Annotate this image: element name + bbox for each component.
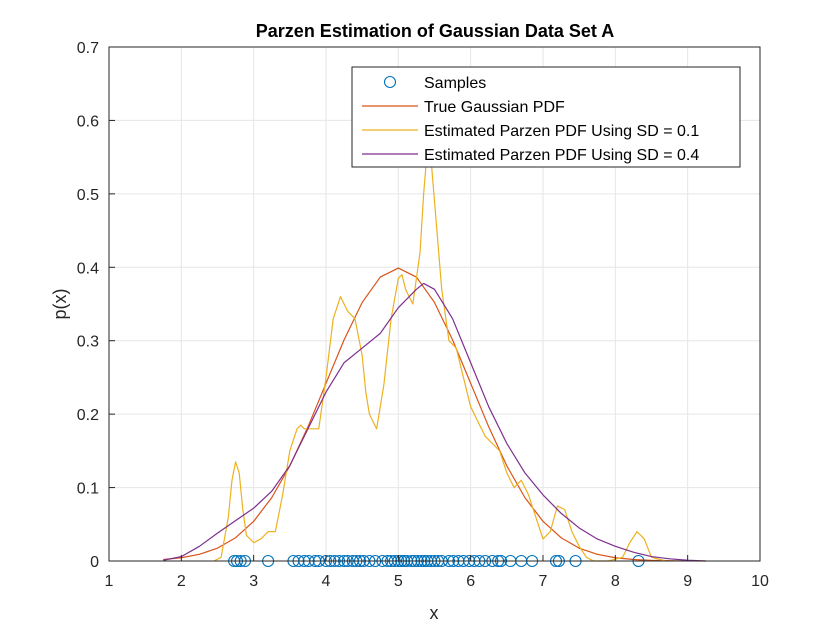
x-tick-label: 3 — [249, 573, 258, 590]
x-tick-label: 9 — [683, 573, 692, 590]
legend-entry-parzen-01: Estimated Parzen PDF Using SD = 0.1 — [362, 123, 699, 140]
x-tick-label: 2 — [177, 573, 186, 590]
y-tick-label: 0.3 — [77, 334, 99, 351]
legend-box — [351, 66, 741, 168]
y-tick-label: 0 — [90, 554, 99, 571]
legend-marker-samples — [383, 75, 397, 89]
legend-entry-true-pdf: True Gaussian PDF — [362, 99, 565, 116]
legend-entry-parzen-04: Estimated Parzen PDF Using SD = 0.4 — [362, 147, 699, 164]
parzen-sd-04-line — [163, 282, 706, 562]
x-tick-label: 6 — [466, 573, 475, 590]
x-tick-label: 10 — [751, 573, 769, 590]
x-tick-label: 7 — [539, 573, 548, 590]
series-layer — [163, 149, 706, 568]
y-axis-label: p(x) — [50, 289, 70, 320]
x-tick-label: 5 — [394, 573, 403, 590]
axis-ticks: 1 2 3 4 5 6 7 8 9 10 0 0.1 0.2 0.3 0.4 0.5 0.6 0.7 — [77, 40, 769, 590]
chart-title: Parzen Estimation of Gaussian Data Set A — [256, 21, 614, 41]
y-tick-label: 0.5 — [77, 187, 99, 204]
y-tick-label: 0.1 — [77, 481, 99, 498]
legend: Samples True Gaussian PDF Estimated Parzen… — [351, 66, 741, 168]
plot-frame — [108, 46, 761, 562]
y-tick-label: 0.6 — [77, 113, 99, 130]
legend-label: True Gaussian PDF — [424, 99, 565, 116]
x-tick-label: 1 — [105, 573, 114, 590]
legend-label: Samples — [424, 75, 486, 92]
legend-label: Estimated Parzen PDF Using SD = 0.4 — [424, 147, 699, 164]
x-axis-label: x — [430, 603, 439, 623]
y-tick-label: 0.7 — [77, 40, 99, 57]
legend-entry-samples: Samples — [383, 75, 486, 92]
legend-label: Estimated Parzen PDF Using SD = 0.1 — [424, 123, 699, 140]
y-tick-label: 0.2 — [77, 407, 99, 424]
y-tick-label: 0.4 — [77, 260, 99, 277]
parzen-sd-01-line — [213, 149, 667, 562]
x-tick-label: 8 — [611, 573, 620, 590]
x-tick-label: 4 — [322, 573, 331, 590]
